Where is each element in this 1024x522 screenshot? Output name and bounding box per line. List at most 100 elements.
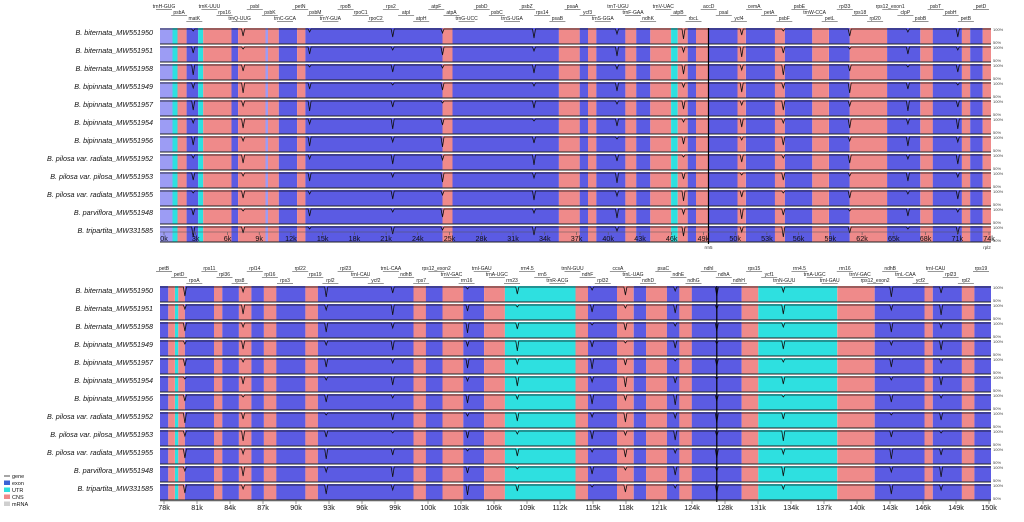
region-block-utr (172, 190, 178, 206)
region-block-exon (636, 82, 651, 98)
region-block-cns (238, 430, 252, 446)
similarity-profile (160, 412, 991, 424)
region-block-exon (633, 484, 647, 500)
region-block-exon (278, 118, 298, 134)
region-block-cns (961, 226, 971, 242)
region-block-exon (745, 154, 775, 170)
scale-bottom-label: 50% (993, 352, 1001, 357)
region-block-cns (177, 226, 187, 242)
region-block-cns (650, 190, 672, 206)
region-block-cns (203, 226, 232, 242)
region-block-cns (575, 466, 588, 482)
region-block-exon (184, 286, 214, 302)
sample-label: B. tripartita_MW331585 (77, 484, 154, 493)
region-block-exon (276, 430, 306, 446)
region-block-exon (874, 466, 925, 482)
region-block-cns (650, 28, 672, 44)
region-block-cns (178, 340, 185, 356)
region-block-cns (849, 64, 888, 80)
axis-tick-label: 40k (602, 234, 614, 243)
region-block-exon (874, 394, 925, 410)
region-block-utr (198, 64, 204, 80)
legend-label-gene: gene (12, 474, 24, 480)
alignment-track: B. parviflora_MW551948 100% 50% (74, 207, 1004, 225)
region-block-cns (558, 208, 580, 224)
axis-tick-label: 24k (412, 234, 424, 243)
region-block-exon (160, 484, 169, 500)
region-block-exon (829, 226, 850, 242)
region-block-cns (741, 484, 759, 500)
region-block-cns (924, 430, 933, 446)
region-block-gene (160, 100, 173, 116)
region-block-gene (160, 208, 173, 224)
scale-top-label: 100% (993, 207, 1004, 212)
gene-label: trnT-UGU (607, 4, 629, 10)
region-block-utr (758, 340, 838, 356)
region-block-cns (920, 100, 933, 116)
region-block-cns (305, 340, 318, 356)
region-block-cns (677, 208, 688, 224)
similarity-profile (160, 46, 991, 58)
region-block-exon (276, 304, 306, 320)
region-block-cns (442, 154, 453, 170)
region-block-cns (650, 118, 672, 134)
region-block-cns (484, 286, 505, 302)
sample-label: B. biternata_MW551958 (75, 64, 153, 73)
region-block-cns (263, 466, 277, 482)
region-block-cns (617, 430, 634, 446)
region-block-cns (238, 46, 266, 62)
region-block-exon (784, 82, 813, 98)
region-block-cns (961, 64, 971, 80)
region-block-cns (650, 136, 672, 152)
region-block-utr (175, 394, 179, 410)
axis-subnote: rpl2 (983, 245, 991, 250)
region-block-cns (696, 28, 709, 44)
gene-label: psaI (719, 10, 728, 16)
region-block-cns (646, 286, 667, 302)
region-block-utr (671, 154, 678, 170)
region-block-exon (874, 448, 925, 464)
scale-top-label: 100% (993, 375, 1004, 380)
region-block-exon (278, 226, 298, 242)
region-block-cns (679, 430, 692, 446)
alignment-track: B. pilosa var. radiata_MW551955 100% 50% (47, 189, 1004, 207)
region-block-exon (317, 322, 414, 338)
axis-tick-label: 131k (750, 503, 766, 512)
region-block-exon (633, 376, 647, 392)
gene-label: ndhK (642, 16, 654, 22)
region-block-cns (484, 412, 505, 428)
gene-label: trnL-CAA (895, 272, 916, 278)
region-block-exon (305, 226, 443, 242)
region-block-cns (238, 82, 266, 98)
region-block-exon (970, 226, 983, 242)
region-block-exon (184, 322, 214, 338)
region-block-cns (442, 190, 453, 206)
gene-label: rps16 (218, 10, 231, 16)
region-block-cns (646, 304, 667, 320)
region-block-cns (920, 28, 933, 44)
region-block-cns (741, 304, 759, 320)
region-block-exon (974, 322, 991, 338)
region-block-cns (679, 304, 692, 320)
region-block-cns (625, 28, 637, 44)
scale-top-label: 100% (993, 429, 1004, 434)
scale-top-label: 100% (993, 45, 1004, 50)
region-block-exon (687, 64, 696, 80)
region-block-cns (305, 448, 318, 464)
legend-swatch-utr (4, 487, 10, 492)
region-block-exon (452, 154, 559, 170)
scale-bottom-label: 50% (993, 334, 1001, 339)
region-block-cns (484, 340, 505, 356)
region-block-cns (214, 376, 223, 392)
region-block-utr (671, 28, 678, 44)
region-block-cns (177, 172, 187, 188)
region-block-cns (646, 340, 667, 356)
axis-tick-label: 31k (507, 234, 519, 243)
scale-bottom-label: 50% (993, 460, 1001, 465)
region-block-exon (708, 64, 738, 80)
region-block-cns (305, 430, 318, 446)
region-block-exon (666, 322, 680, 338)
region-block-exon (932, 304, 962, 320)
region-block-exon (887, 172, 921, 188)
region-block-gene (160, 118, 173, 134)
